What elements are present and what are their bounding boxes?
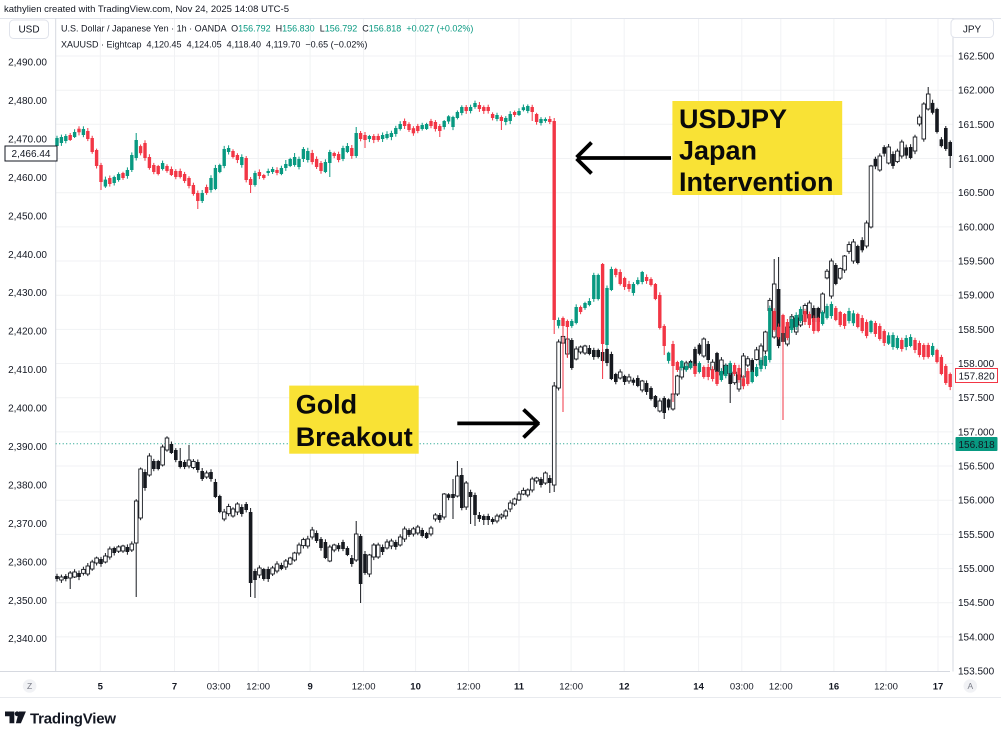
svg-text:159.000: 159.000 [958,291,995,302]
svg-text:155.000: 155.000 [958,564,995,575]
svg-text:JPY: JPY [963,25,982,36]
svg-text:157.820: 157.820 [959,372,996,383]
svg-text:11: 11 [514,682,525,693]
svg-text:Japan: Japan [679,136,757,166]
svg-text:2,480.00: 2,480.00 [8,96,47,107]
svg-text:154.500: 154.500 [958,598,995,609]
svg-text:162.500: 162.500 [958,52,995,63]
svg-text:12:00: 12:00 [559,682,583,693]
svg-text:Z: Z [27,681,32,691]
svg-text:12:00: 12:00 [769,682,793,693]
svg-text:2,470.00: 2,470.00 [8,134,47,145]
svg-text:161.500: 161.500 [958,120,995,131]
svg-text:2,440.00: 2,440.00 [8,250,47,261]
svg-text:153.500: 153.500 [958,667,995,678]
svg-text:10: 10 [410,682,421,693]
svg-text:2,400.00: 2,400.00 [8,404,47,415]
svg-text:156.000: 156.000 [958,496,995,507]
svg-text:TradingView: TradingView [30,711,116,728]
svg-text:XAUUSD · Eightcap 4,120.45 4: XAUUSD · Eightcap 4,120.45 4,124.05 4,11… [61,40,367,50]
svg-text:160.500: 160.500 [958,188,995,199]
svg-text:2,370.00: 2,370.00 [8,519,47,530]
svg-text:160.000: 160.000 [958,222,995,233]
svg-text:2,340.00: 2,340.00 [8,634,47,645]
svg-text:2,460.00: 2,460.00 [8,173,47,184]
svg-text:159.500: 159.500 [958,257,995,268]
svg-text:Gold: Gold [296,390,358,420]
svg-text:kathylien created with Trading: kathylien created with TradingView.com, … [4,4,289,15]
svg-text:12:00: 12:00 [352,682,376,693]
svg-text:16: 16 [829,682,840,693]
svg-text:157.000: 157.000 [958,427,995,438]
svg-text:12:00: 12:00 [457,682,481,693]
svg-text:12:00: 12:00 [874,682,898,693]
svg-text:156.500: 156.500 [958,462,995,473]
svg-text:7: 7 [172,682,177,693]
svg-text:U.S. Dollar / Japanese Yen · 1: U.S. Dollar / Japanese Yen · 1h · OANDA … [61,24,473,34]
svg-text:9: 9 [307,682,312,693]
svg-text:Intervention: Intervention [679,167,834,197]
svg-text:17: 17 [933,682,944,693]
svg-text:158.500: 158.500 [958,325,995,336]
svg-text:USD: USD [18,25,39,36]
svg-text:2,360.00: 2,360.00 [8,557,47,568]
svg-text:2,430.00: 2,430.00 [8,288,47,299]
svg-text:12: 12 [619,682,630,693]
svg-text:156.818: 156.818 [959,440,996,451]
svg-text:03:00: 03:00 [730,682,754,693]
svg-text:2,420.00: 2,420.00 [8,327,47,338]
svg-text:2,466.44: 2,466.44 [12,149,51,160]
svg-text:161.000: 161.000 [958,154,995,165]
svg-text:5: 5 [98,682,104,693]
svg-text:162.000: 162.000 [958,86,995,97]
svg-text:Breakout: Breakout [296,422,413,452]
svg-text:2,410.00: 2,410.00 [8,365,47,376]
svg-text:157.500: 157.500 [958,393,995,404]
svg-text:158.000: 158.000 [958,359,995,370]
svg-text:03:00: 03:00 [207,682,231,693]
svg-text:2,350.00: 2,350.00 [8,596,47,607]
svg-text:2,450.00: 2,450.00 [8,211,47,222]
svg-text:154.000: 154.000 [958,632,995,643]
svg-text:155.500: 155.500 [958,530,995,541]
svg-text:USDJPY: USDJPY [679,104,787,134]
svg-text:2,390.00: 2,390.00 [8,442,47,453]
svg-text:2,380.00: 2,380.00 [8,481,47,492]
svg-text:14: 14 [693,682,704,693]
svg-text:12:00: 12:00 [246,682,270,693]
svg-text:2,490.00: 2,490.00 [8,58,47,69]
svg-text:A: A [967,681,973,691]
